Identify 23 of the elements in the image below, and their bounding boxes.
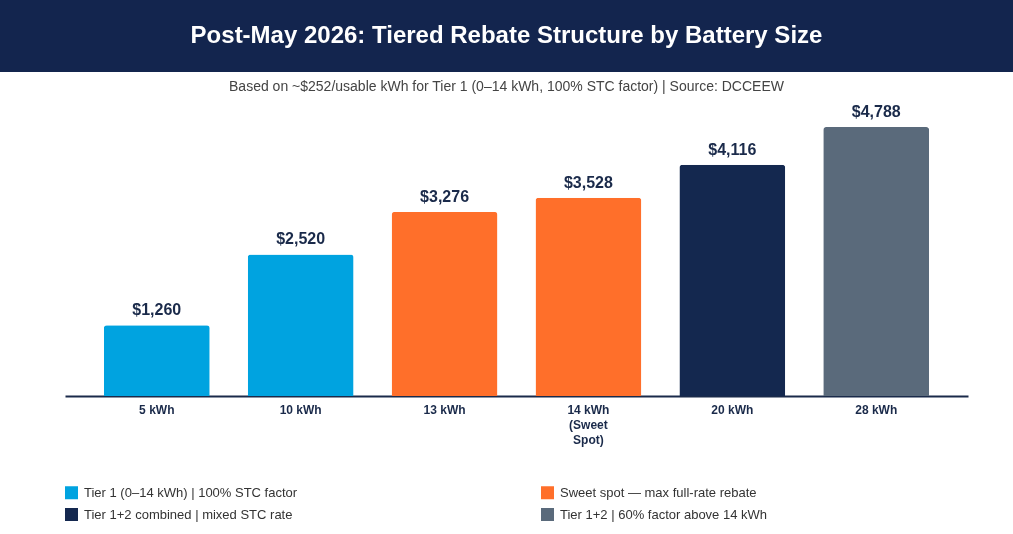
legend-label: Sweet spot — max full-rate rebate — [560, 484, 757, 500]
data-label: $3,276 — [420, 187, 470, 205]
x-tick-label: 20 kWh — [711, 402, 754, 417]
x-tick-label: 10 kWh — [279, 402, 322, 417]
x-tick-label: 14 kWh (Sweet Spot) — [567, 402, 610, 447]
bar — [391, 211, 498, 396]
data-label: $3,528 — [563, 173, 614, 191]
bar — [103, 325, 210, 396]
x-tick-label: 28 kWh — [855, 402, 898, 417]
data-label: $1,260 — [132, 301, 182, 319]
chart-title: Post-May 2026: Tiered Rebate Structure by Battery Size — [190, 21, 823, 48]
legend-label: Tier 1 (0–14 kWh) | 100% STC factor — [84, 484, 298, 500]
bar — [247, 254, 354, 396]
bar — [823, 127, 930, 396]
data-label: $2,520 — [276, 230, 326, 248]
chart-subtitle: Based on ~$252/usable kWh for Tier 1 (0–14 kWh, 100% STC factor) | Source: DCCEEW — [229, 78, 785, 94]
x-tick-label: 13 kWh — [423, 402, 466, 417]
x-tick-label: 5 kWh — [139, 402, 175, 417]
legend-label: Tier 1+2 | 60% factor above 14 kWh — [560, 506, 768, 522]
data-label: $4,788 — [851, 103, 901, 120]
legend-label: Tier 1+2 combined | mixed STC rate — [84, 506, 293, 522]
bar — [535, 197, 642, 396]
data-label: $4,116 — [708, 140, 757, 158]
